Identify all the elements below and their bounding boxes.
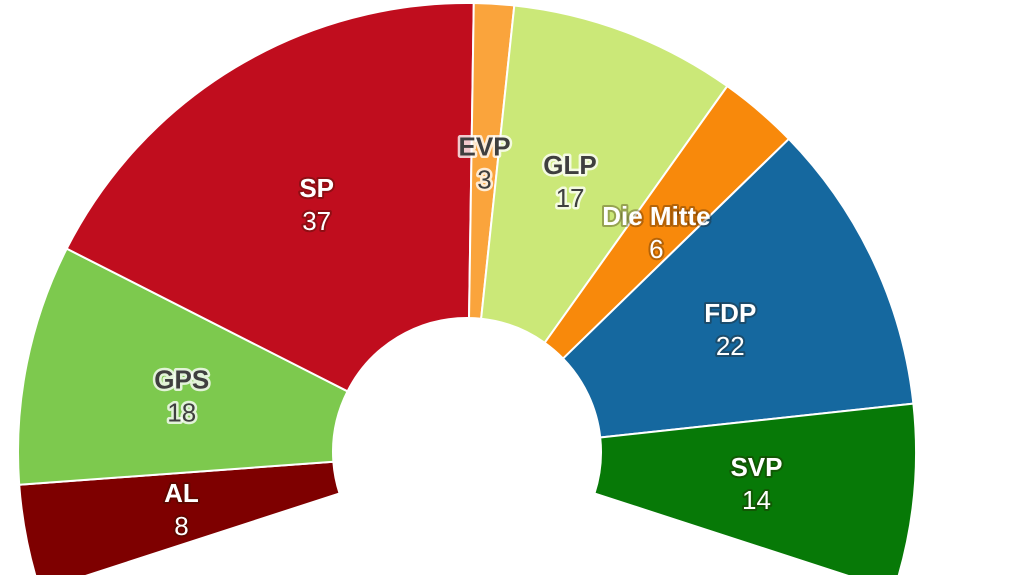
label-al-seats: 8: [174, 511, 188, 541]
slice-sp[interactable]: [65, 2, 475, 393]
slice-fdp[interactable]: [562, 137, 915, 439]
label-al-name: AL: [164, 478, 199, 508]
slice-svp[interactable]: [593, 402, 917, 575]
label-die-mitte-seats: 6: [649, 234, 663, 264]
label-die-mitte-name: Die Mitte: [602, 201, 710, 231]
label-fdp-name: FDP: [704, 298, 756, 328]
label-gps-seats: 18: [167, 398, 196, 428]
label-evp-seats: 3: [477, 165, 491, 195]
label-fdp-seats: 22: [716, 331, 745, 361]
label-sp-name: SP: [299, 173, 334, 203]
slice-glp[interactable]: [480, 4, 729, 344]
label-evp-name: EVP: [459, 132, 511, 162]
label-svp-name: SVP: [730, 452, 782, 482]
label-gps-name: GPS: [154, 365, 209, 395]
slices-layer: [17, 2, 917, 575]
label-sp-seats: 37: [302, 206, 331, 236]
label-glp-seats: 17: [556, 183, 585, 213]
label-svp-seats: 14: [742, 485, 771, 515]
label-glp-name: GLP: [543, 150, 596, 180]
slice-gps[interactable]: [17, 247, 349, 486]
